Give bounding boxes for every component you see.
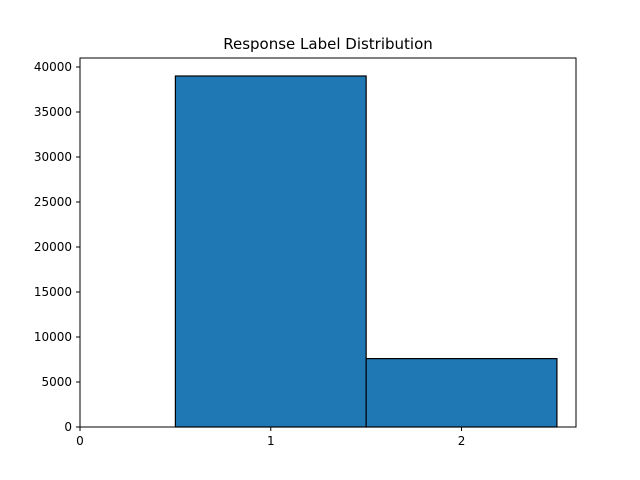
y-tick-label-25000: 25000 <box>34 195 72 209</box>
bar-1 <box>174 75 367 428</box>
plot-area: 0 1 2 0 5000 10000 15000 20000 25000 30000 35000 40… <box>34 57 577 448</box>
y-tick-label-30000: 30000 <box>34 150 72 164</box>
x-tick-label-0: 0 <box>76 434 84 448</box>
y-tick-label-10000: 10000 <box>34 330 72 344</box>
y-tick-label-40000: 40000 <box>34 60 72 74</box>
y-tick-label-35000: 35000 <box>34 105 72 119</box>
y-tick-label-0: 0 <box>64 420 72 434</box>
x-tick-label-1: 1 <box>267 434 275 448</box>
y-tick-label-5000: 5000 <box>41 375 72 389</box>
y-tick-label-20000: 20000 <box>34 240 72 254</box>
axes-frame <box>79 57 577 428</box>
y-tick-label-15000: 15000 <box>34 285 72 299</box>
bar-2 <box>365 358 558 428</box>
chart-title: Response Label Distribution <box>223 35 433 53</box>
x-tick-label-2: 2 <box>458 434 466 448</box>
